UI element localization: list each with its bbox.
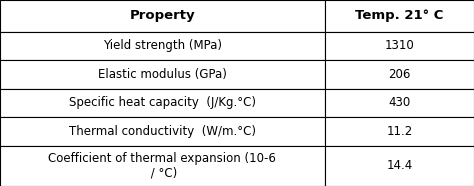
Bar <box>325 60 474 89</box>
Bar <box>325 117 474 145</box>
Text: Thermal conductivity  (W/m.°C): Thermal conductivity (W/m.°C) <box>69 125 256 138</box>
Text: Temp. 21° C: Temp. 21° C <box>355 9 444 22</box>
Text: Yield strength (MPa): Yield strength (MPa) <box>103 39 222 52</box>
Text: 206: 206 <box>388 68 410 81</box>
Text: Specific heat capacity  (J/Kg.°C): Specific heat capacity (J/Kg.°C) <box>69 96 256 109</box>
Bar <box>325 0 474 32</box>
Text: Property: Property <box>129 9 195 22</box>
Bar <box>325 89 474 117</box>
Bar <box>0 117 325 145</box>
Text: 1310: 1310 <box>384 39 414 52</box>
Bar <box>0 145 325 186</box>
Bar <box>0 60 325 89</box>
Bar <box>325 32 474 60</box>
Text: 14.4: 14.4 <box>386 159 412 172</box>
Text: 430: 430 <box>388 96 410 109</box>
Bar <box>0 0 325 32</box>
Text: Elastic modulus (GPa): Elastic modulus (GPa) <box>98 68 227 81</box>
Bar <box>0 89 325 117</box>
Text: Coefficient of thermal expansion (10-6
 / °C): Coefficient of thermal expansion (10-6 /… <box>48 152 276 180</box>
Bar <box>325 145 474 186</box>
Bar <box>0 32 325 60</box>
Text: 11.2: 11.2 <box>386 125 412 138</box>
